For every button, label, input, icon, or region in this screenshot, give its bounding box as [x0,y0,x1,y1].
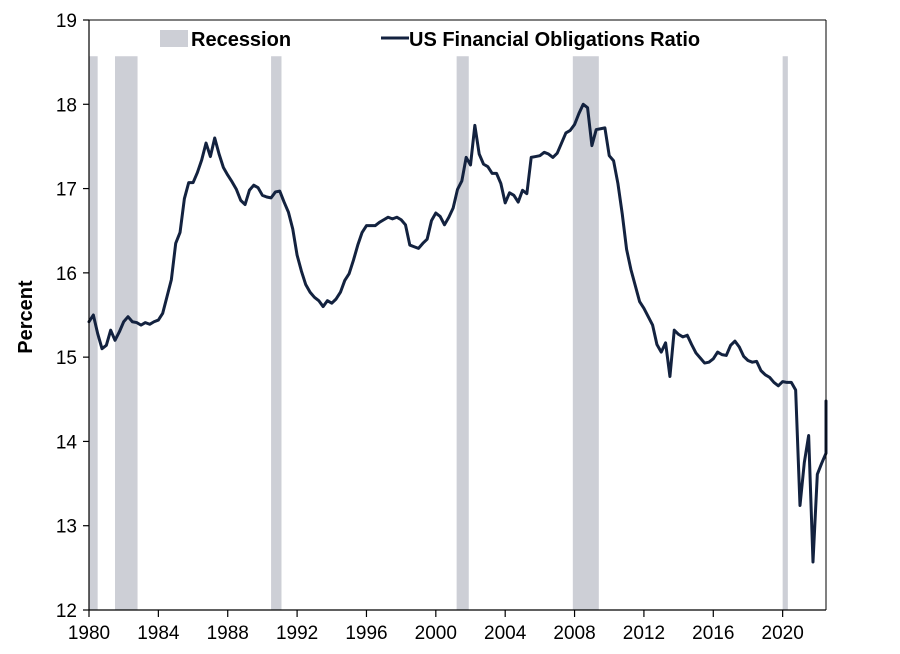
recession-band-2 [115,56,138,610]
legend-series-label: US Financial Obligations Ratio [409,29,700,51]
x-tick-label-2016: 2016 [692,623,734,644]
recession-band-6 [782,56,788,610]
x-tick-label-2004: 2004 [484,623,527,644]
series-lines [87,102,828,564]
y-tick-label-17: 17 [56,180,77,201]
y-tick-label-18: 18 [56,95,77,116]
x-tick-label-1992: 1992 [276,623,318,644]
y-tick-label-16: 16 [56,264,77,285]
y-tick-label-19: 19 [56,11,77,32]
recession-band-3 [271,56,282,610]
y-tick-label-15: 15 [56,348,77,369]
y-tick-label-12: 12 [56,601,77,622]
x-tick-label-1980: 1980 [68,623,110,644]
legend: Recession US Financial Obligations Ratio [160,29,700,51]
recession-band-5 [572,56,599,610]
legend-recession-label: Recession [191,29,291,51]
x-tick-label-1988: 1988 [207,623,249,644]
series-line-1 [87,102,828,564]
axes: 12 13 14 15 16 17 18 19 1980 1984 1988 1992 1996 2000… [15,11,827,644]
y-tick-label-13: 13 [56,517,77,538]
x-tick-label-2000: 2000 [415,623,457,644]
y-axis-title: Percent [15,280,37,354]
y-tick-label-14: 14 [56,432,78,453]
x-tick-label-2012: 2012 [623,623,665,644]
x-tick-label-1984: 1984 [137,623,180,644]
recession-bands [89,56,788,610]
x-tick-label-2008: 2008 [553,623,595,644]
recession-band-4 [456,56,469,610]
recession-band-1 [89,56,98,610]
legend-recession-swatch [160,30,188,47]
x-tick-label-2020: 2020 [762,623,804,644]
x-tick-label-1996: 1996 [345,623,387,644]
